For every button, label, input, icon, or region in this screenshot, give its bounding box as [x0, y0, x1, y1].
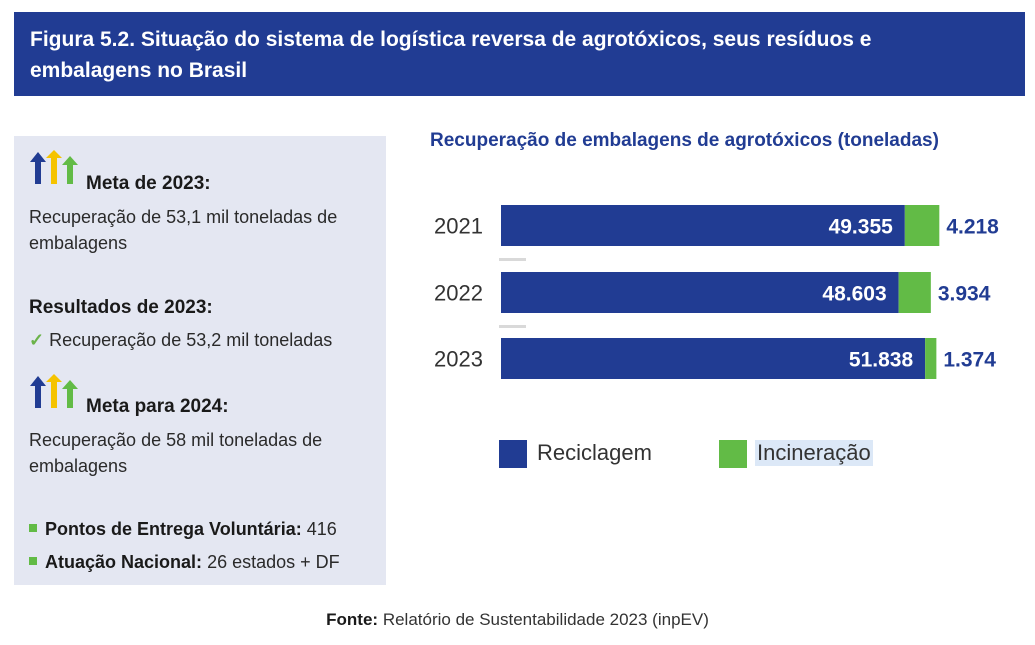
source-note: Fonte: Relatório de Sustentabilidade 202… — [0, 610, 1035, 630]
square-bullet-icon — [29, 524, 37, 533]
data-label: 51.838 — [849, 349, 914, 372]
bar-segment — [925, 338, 937, 379]
y-tick-label: 2023 — [434, 347, 483, 372]
data-label: 1.374 — [943, 349, 996, 372]
figure-title: Figura 5.2. Situação do sistema de logís… — [30, 28, 872, 82]
y-tick-label: 2022 — [434, 281, 483, 306]
bar-segment — [904, 205, 940, 246]
data-label: 3.934 — [938, 283, 991, 306]
info-panel: Meta de 2023: Recuperação de 53,1 mil to… — [14, 136, 386, 585]
square-bullet-icon — [29, 557, 37, 566]
results-2023-line: ✓ Recuperação de 53,2 mil toneladas — [29, 327, 374, 353]
goal-2024-title: Meta para 2024: — [86, 396, 229, 417]
bar-segment — [898, 272, 931, 313]
data-label: 48.603 — [822, 283, 886, 306]
row-separator — [499, 325, 526, 328]
source-label: Fonte: — [326, 610, 379, 629]
goal-2023-text: Recuperação de 53,1 mil toneladas de emb… — [29, 207, 338, 253]
data-label: 4.218 — [946, 216, 999, 239]
results-2023-text: Recuperação de 53,2 mil toneladas — [49, 330, 333, 350]
source-text: Relatório de Sustentabilidade 2023 (inpE… — [382, 610, 709, 629]
bullet-national: Atuação Nacional: 26 estados + DF — [29, 552, 340, 573]
bar-segment — [501, 338, 926, 379]
check-icon: ✓ — [29, 330, 45, 350]
figure-header: Figura 5.2. Situação do sistema de logís… — [14, 12, 1025, 96]
legend-label: Reciclagem — [537, 440, 652, 465]
bar-segment — [501, 205, 905, 246]
arrows-up-icon — [30, 374, 78, 408]
stacked-bar-chart: 2021 49.355 4.218 2022 48.603 3.934 2023 51.838… — [434, 205, 999, 379]
chart-title: Recuperação de embalagens de agrotóxicos… — [430, 130, 939, 151]
bullet-label: Atuação Nacional: — [45, 552, 203, 572]
arrows-up-icon — [30, 150, 78, 184]
legend-swatch — [719, 440, 747, 468]
legend-label: Incineração — [755, 440, 873, 466]
bullet-drop-points: Pontos de Entrega Voluntária: 416 — [29, 519, 337, 540]
results-2023-title: Resultados de 2023: — [29, 297, 213, 318]
goal-2023-title: Meta de 2023: — [86, 173, 211, 194]
legend-swatch — [499, 440, 527, 468]
bullet-label: Pontos de Entrega Voluntária: — [45, 519, 302, 539]
bar-segment — [501, 272, 899, 313]
data-label: 49.355 — [829, 216, 894, 239]
row-separator — [499, 258, 526, 261]
bullet-value: 26 estados + DF — [207, 552, 340, 572]
goal-2024-text: Recuperação de 58 mil toneladas de embal… — [29, 430, 323, 476]
bullet-value: 416 — [306, 519, 337, 539]
y-tick-label: 2021 — [434, 214, 483, 239]
